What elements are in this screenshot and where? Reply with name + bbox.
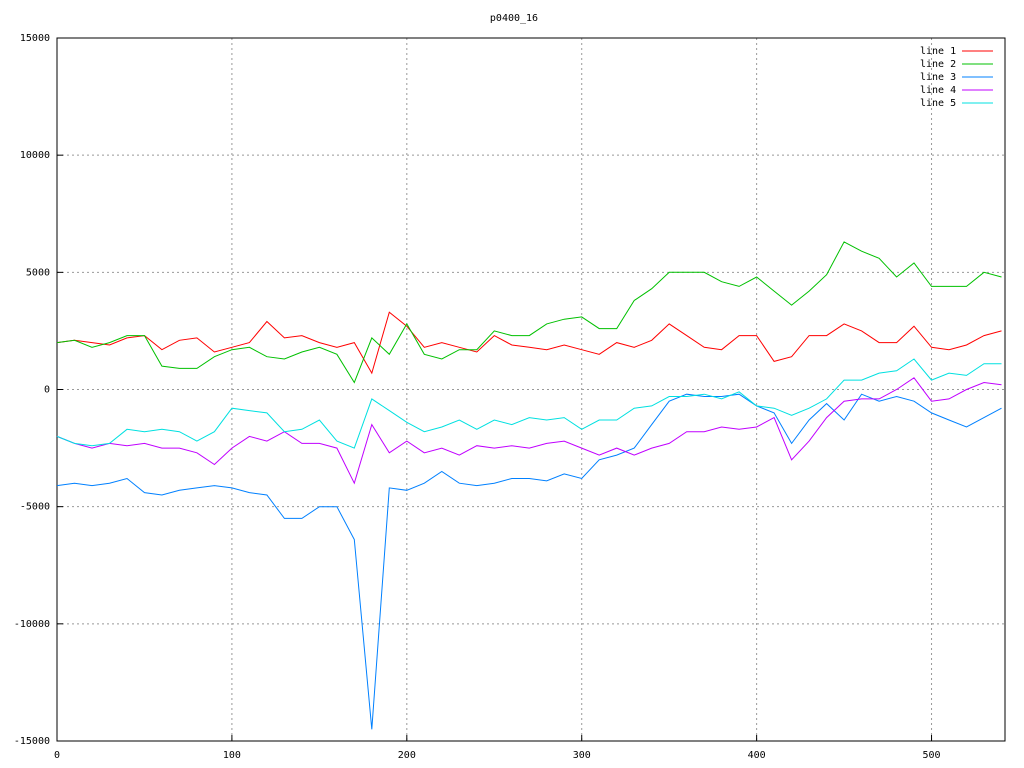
x-tick-label: 300	[573, 750, 591, 761]
plot-frame	[56, 37, 1006, 742]
chart-title: p0400_16	[490, 13, 538, 24]
legend-label: line 5	[920, 98, 956, 109]
series-line	[56, 377, 1002, 485]
x-tick-label: 400	[748, 750, 766, 761]
legend-label: line 1	[920, 46, 956, 57]
series-line	[56, 311, 1002, 375]
y-tick-label: -15000	[14, 736, 50, 747]
series-line	[56, 358, 1002, 449]
y-tick-label: -5000	[20, 502, 50, 513]
legend-label: line 4	[920, 85, 956, 96]
legend-label: line 3	[920, 72, 956, 83]
series-line	[56, 241, 1002, 384]
x-tick-label: 100	[223, 750, 241, 761]
x-tick-label: 500	[923, 750, 941, 761]
legend-label: line 2	[920, 59, 956, 70]
y-tick-label: 15000	[20, 33, 50, 44]
x-tick-label: 200	[398, 750, 416, 761]
y-tick-label: 0	[44, 385, 50, 396]
y-tick-label: -10000	[14, 619, 50, 630]
y-tick-label: 5000	[26, 267, 50, 278]
y-tick-label: 10000	[20, 150, 50, 161]
series-line	[56, 393, 1002, 730]
x-tick-label: 0	[54, 750, 60, 761]
